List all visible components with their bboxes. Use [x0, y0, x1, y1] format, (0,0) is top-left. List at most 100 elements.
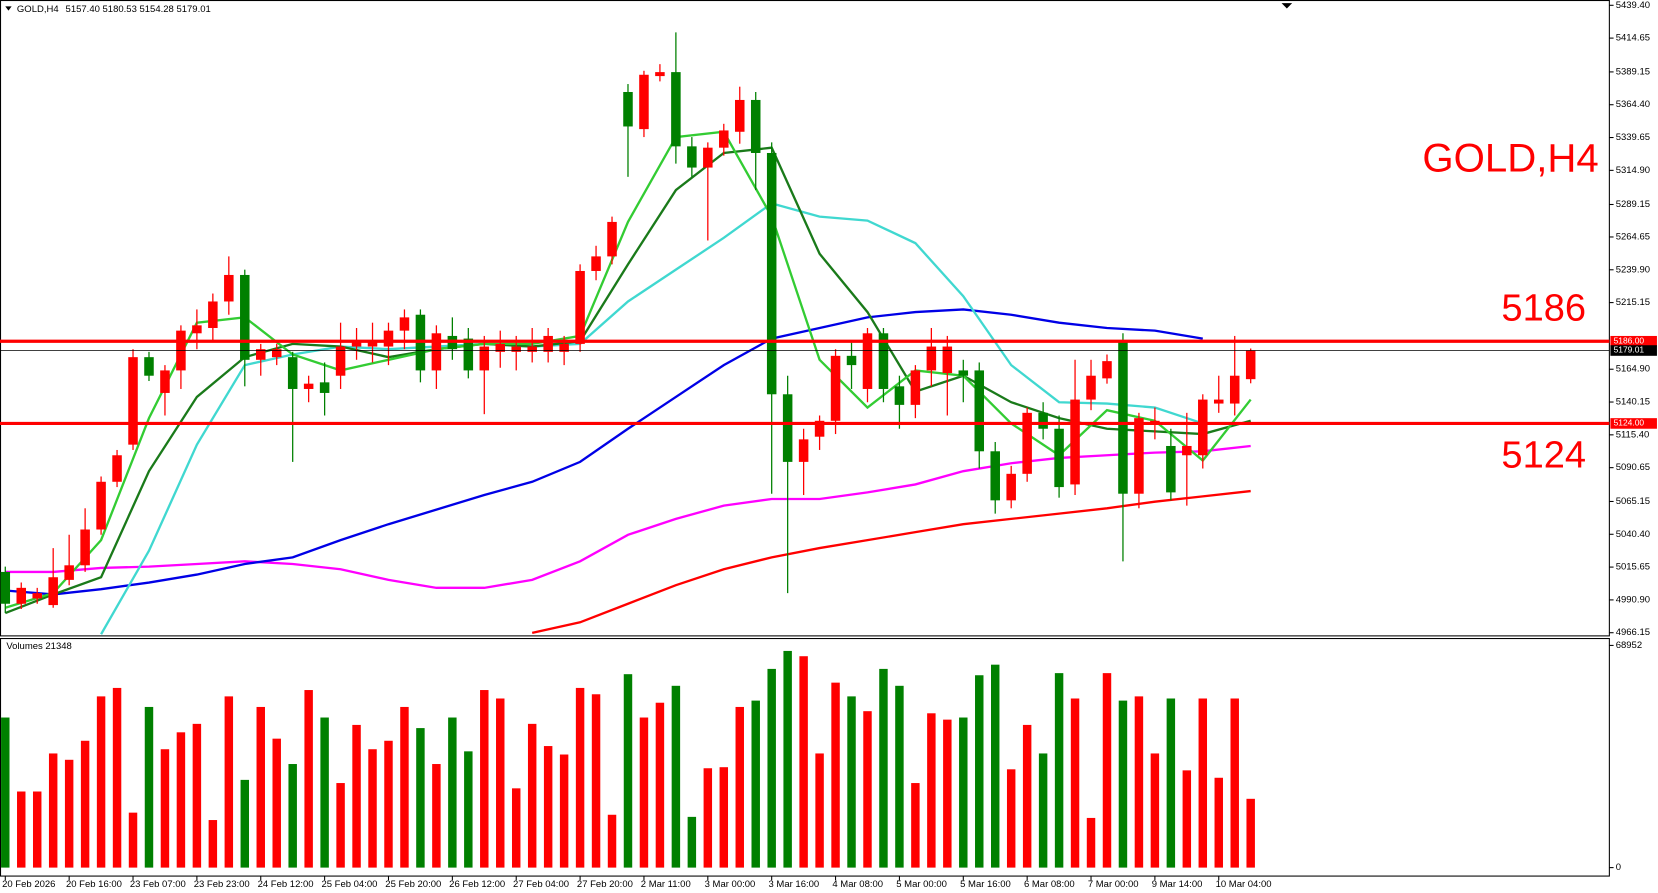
- x-tick-label: 2 Mar 11:00: [641, 879, 691, 890]
- candle-body: [112, 455, 122, 482]
- candle-body: [32, 593, 42, 599]
- volume-bar: [751, 700, 760, 868]
- volume-bar: [1006, 769, 1016, 868]
- candle-body: [64, 565, 74, 580]
- y-tick-label: 5115.40: [1616, 429, 1650, 440]
- x-tick-label: 3 Mar 00:00: [705, 879, 756, 890]
- candle-body: [192, 325, 202, 334]
- volume-bar: [559, 754, 569, 868]
- y-tick-label: 5090.65: [1616, 462, 1650, 473]
- candle-body: [479, 346, 490, 371]
- level-axis-box: [1610, 335, 1657, 347]
- volume-bar: [1022, 724, 1032, 868]
- volume-bar: [687, 816, 697, 868]
- x-tick-label: 9 Mar 14:00: [1152, 879, 1203, 890]
- candle-body: [830, 355, 841, 421]
- volume-bar: [575, 687, 585, 868]
- volume-bar: [1, 717, 10, 868]
- candle-body: [719, 130, 729, 148]
- volume-bar: [80, 740, 90, 868]
- menu-arrow: [5, 6, 12, 11]
- candle-body: [1086, 375, 1096, 400]
- candle-body: [319, 382, 330, 393]
- y-tick-label: 4966.15: [1616, 627, 1650, 638]
- y-tick-label: 5364.40: [1616, 99, 1650, 110]
- volume-bar: [480, 690, 489, 868]
- volume-bar: [671, 685, 681, 868]
- candle-body: [255, 349, 266, 360]
- candle-body: [958, 370, 969, 376]
- candle-body: [942, 346, 953, 374]
- volume-bar: [1246, 798, 1255, 868]
- volume-bar: [927, 713, 936, 868]
- candle-body: [990, 451, 1000, 501]
- volume-bar: [1150, 753, 1160, 868]
- candle-body: [782, 394, 793, 462]
- candle-body: [798, 439, 809, 462]
- x-tick-label: 5 Mar 16:00: [960, 879, 1011, 890]
- candle-body: [351, 341, 362, 347]
- volume-bar: [1182, 770, 1192, 868]
- volume-bar: [1214, 777, 1223, 868]
- y-tick-label: 5439.40: [1616, 0, 1650, 11]
- candle-body: [1054, 428, 1064, 488]
- volume-bar: [17, 791, 26, 868]
- candle-body: [1070, 399, 1080, 485]
- volume-bar: [288, 764, 297, 868]
- volume-bar: [703, 768, 713, 868]
- candle-body: [1102, 361, 1112, 379]
- x-tick-label: 3 Mar 16:00: [769, 879, 820, 890]
- y-tick-label: 5140.15: [1616, 397, 1650, 408]
- y-tick-label: 5389.15: [1616, 66, 1650, 77]
- y-tick-label: 5164.90: [1616, 364, 1650, 375]
- candle-body: [1166, 445, 1176, 493]
- candle-body: [766, 152, 777, 395]
- y-tick-label: 5414.65: [1616, 33, 1650, 44]
- x-tick-label: 7 Mar 00:00: [1088, 879, 1139, 890]
- volume-bar: [591, 694, 601, 868]
- shift-marker: [1281, 3, 1293, 9]
- candle-body: [1006, 473, 1016, 501]
- x-tick-label: 25 Feb 20:00: [385, 879, 441, 890]
- candle-body: [1245, 350, 1256, 380]
- y-tick-label: 5339.65: [1616, 132, 1650, 143]
- x-tick-label: 20 Feb 2026: [2, 879, 55, 890]
- x-tick-label: 27 Feb 20:00: [577, 879, 633, 890]
- volume-bar: [368, 749, 377, 868]
- volume-bar: [144, 706, 154, 868]
- volume-bar: [527, 723, 537, 868]
- volume-bar: [767, 668, 776, 868]
- candle-body: [431, 333, 442, 371]
- y-tick-label: 5215.15: [1616, 297, 1650, 308]
- candle-body: [974, 370, 985, 452]
- y-tick-label: 5015.65: [1616, 562, 1650, 573]
- x-tick-label: 4 Mar 08:00: [832, 879, 883, 890]
- volume-bar: [240, 779, 250, 868]
- candle-body: [607, 221, 617, 257]
- volume-tick-label: 68952: [1616, 640, 1642, 651]
- volume-bar: [352, 724, 361, 868]
- volume-bar: [1118, 700, 1128, 868]
- candle-body: [671, 72, 681, 147]
- candle-body: [878, 333, 889, 389]
- volume-bar: [1134, 696, 1144, 868]
- candle-body: [1213, 399, 1224, 404]
- volume-bar: [1166, 698, 1176, 868]
- volume-bar: [975, 675, 984, 868]
- volume-bar: [1086, 817, 1096, 868]
- volume-bar: [639, 717, 649, 868]
- volume-bar: [1054, 673, 1064, 868]
- candle-body: [287, 357, 298, 389]
- volume-bar: [719, 767, 729, 868]
- volume-bar: [112, 687, 122, 868]
- level-axis-box: [1610, 418, 1657, 429]
- volume-bar: [1070, 698, 1080, 868]
- candle-body: [703, 147, 713, 168]
- y-tick-label: 4990.90: [1616, 594, 1650, 605]
- candle-body: [543, 335, 553, 352]
- x-tick-label: 20 Feb 16:00: [66, 879, 122, 890]
- candle-body: [814, 420, 825, 437]
- candle-body: [240, 274, 250, 360]
- x-tick-label: 24 Feb 12:00: [258, 879, 314, 890]
